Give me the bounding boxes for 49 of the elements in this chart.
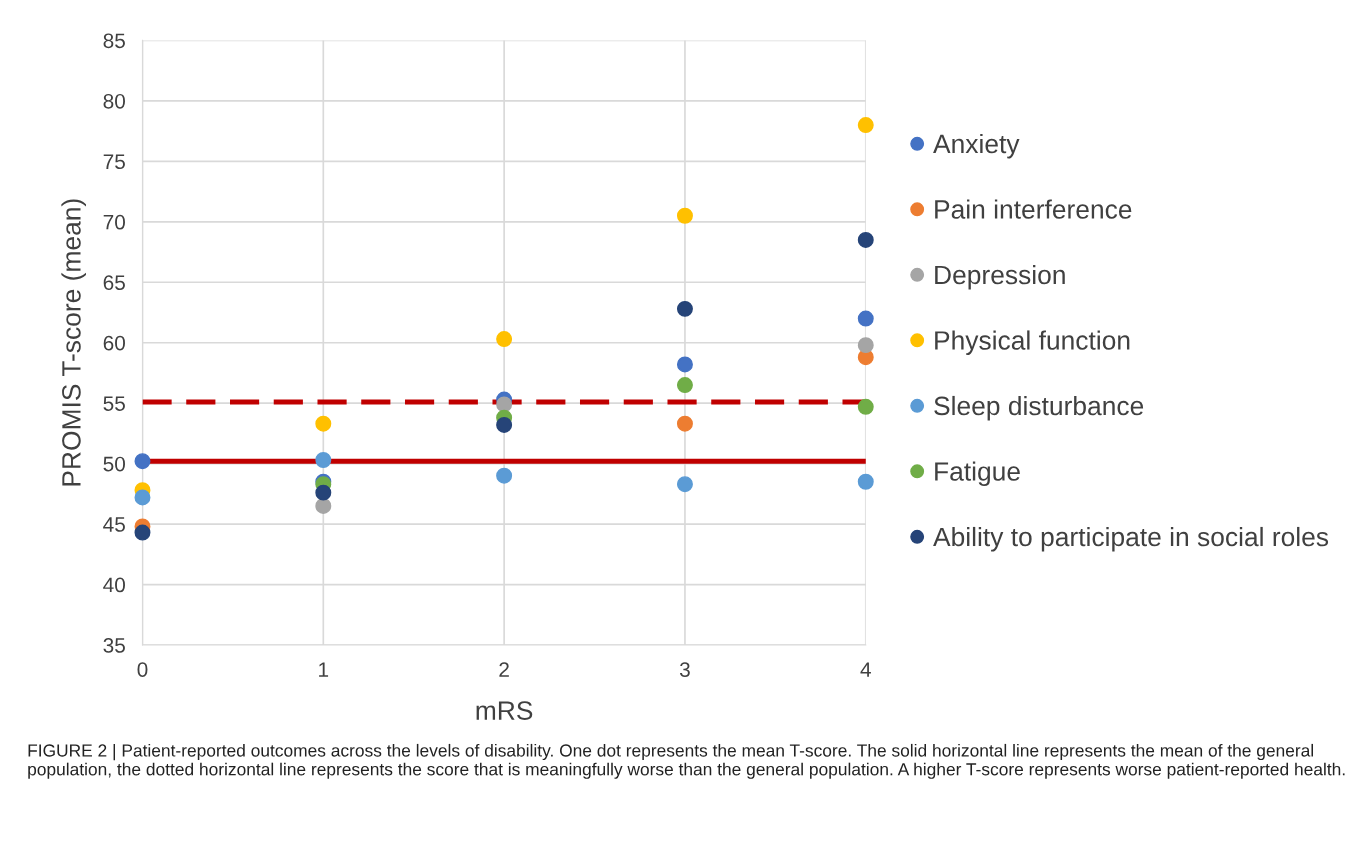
y-tick-label: 50 bbox=[103, 456, 126, 472]
point bbox=[857, 337, 874, 354]
y-tick-label: 35 bbox=[103, 638, 125, 653]
point bbox=[676, 415, 693, 432]
y-tick-label: 80 bbox=[103, 93, 126, 109]
y-tick-label: 45 bbox=[103, 517, 125, 532]
point bbox=[857, 473, 874, 490]
point bbox=[134, 524, 151, 541]
point bbox=[857, 231, 874, 248]
point bbox=[676, 377, 693, 394]
point bbox=[857, 310, 874, 327]
point bbox=[315, 484, 332, 501]
y-tick-label: 70 bbox=[103, 214, 126, 230]
caption: FIGURE 2 | Patient-reported outcomes across the levels of disability. One dot represents the mean T-score. The solid horizontal line represents the mean of the general population, the dotted horizontal line represents the score that is meaningfully worse than the general population. A higher T-score represents worse patient-reported health. bbox=[28, 743, 1345, 779]
point bbox=[315, 452, 332, 468]
legend-label: Ability to participate in social roles bbox=[933, 526, 1329, 552]
x-tick-label: 2 bbox=[499, 662, 509, 677]
point bbox=[676, 356, 693, 373]
y-tick-label: 55 bbox=[103, 396, 125, 411]
point bbox=[134, 453, 151, 470]
y-tick-label: 60 bbox=[103, 335, 126, 351]
x-tick-label: 0 bbox=[137, 662, 148, 677]
point bbox=[676, 207, 693, 224]
x-tick-label: 4 bbox=[860, 662, 871, 677]
point bbox=[676, 476, 693, 493]
x-tick-label: 3 bbox=[679, 662, 690, 677]
point bbox=[676, 300, 693, 317]
y-tick-label: 85 bbox=[103, 33, 125, 49]
point bbox=[134, 489, 151, 506]
point bbox=[496, 396, 513, 413]
point bbox=[496, 467, 513, 484]
legend-label: Sleep disturbance bbox=[934, 395, 1144, 421]
point bbox=[315, 415, 332, 432]
legend-label: Pain interference bbox=[935, 199, 1132, 219]
x-tick-label: 1 bbox=[319, 662, 329, 677]
y-tick-label: 75 bbox=[103, 154, 125, 170]
legend-label: Depression bbox=[935, 264, 1065, 290]
point bbox=[857, 117, 874, 134]
y-axis-title: PROMIS T-score (mean) bbox=[61, 199, 86, 486]
y-tick-label: 40 bbox=[103, 577, 126, 593]
point bbox=[496, 416, 513, 433]
point bbox=[496, 331, 513, 348]
y-tick-label: 65 bbox=[103, 275, 125, 291]
point bbox=[315, 497, 332, 514]
legend-label: Physical function bbox=[935, 330, 1130, 356]
legend-label: Anxiety bbox=[933, 133, 1020, 159]
legend-label: Fatigue bbox=[935, 461, 1020, 487]
x-axis-title: mRS bbox=[476, 701, 533, 720]
point bbox=[857, 398, 874, 415]
